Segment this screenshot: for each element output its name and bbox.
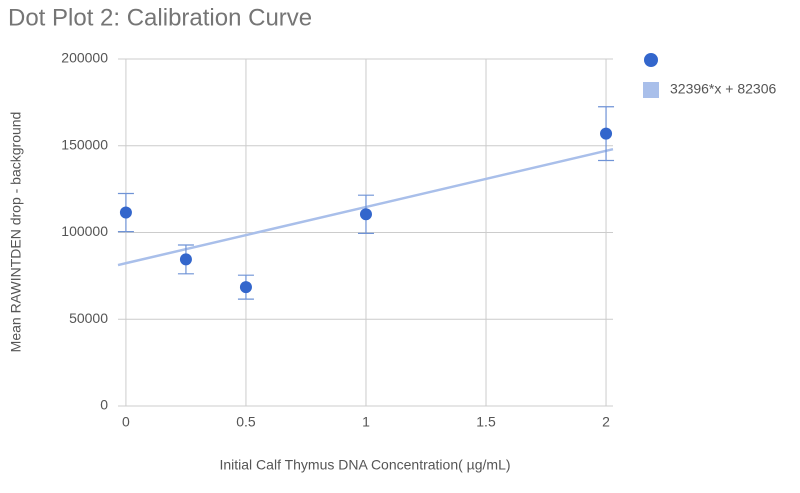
- x-tick-label: 0: [122, 414, 130, 430]
- x-tick-label: 1: [362, 414, 370, 430]
- x-tick-label: 2: [602, 414, 610, 430]
- x-tick-label: 0.5: [236, 414, 256, 430]
- y-tick-label: 150000: [61, 136, 108, 152]
- point: [359, 208, 372, 221]
- x-axis-label: Initial Calf Thymus DNA Concentration( µ…: [219, 457, 510, 473]
- point: [600, 127, 613, 140]
- point: [179, 253, 192, 266]
- y-tick-label: 100000: [61, 223, 108, 239]
- chart-title: Dot Plot 2: Calibration Curve: [8, 4, 312, 31]
- legend-marker: [643, 82, 659, 98]
- legend-marker: [644, 53, 658, 67]
- point: [239, 281, 252, 294]
- x-tick-label: 1.5: [476, 414, 496, 430]
- point: [119, 206, 132, 219]
- legend-label: 32396*x + 82306: [670, 81, 776, 97]
- y-tick-label: 200000: [61, 50, 108, 66]
- y-axis-label: Mean RAWINTDEN drop - background: [8, 112, 24, 353]
- y-tick-label: 0: [100, 397, 108, 413]
- y-tick-label: 50000: [69, 310, 108, 326]
